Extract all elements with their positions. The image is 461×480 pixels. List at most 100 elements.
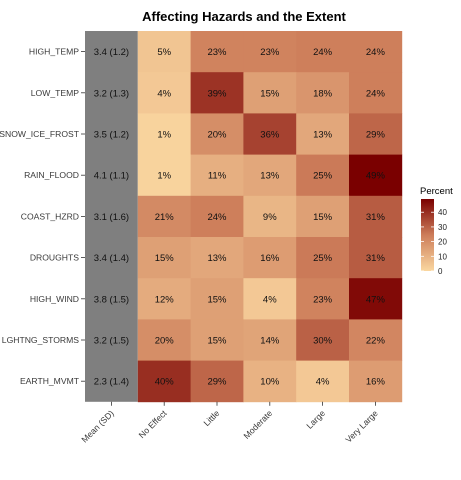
row-label: COAST_HZRD <box>21 211 79 221</box>
cell-value-label: 20% <box>207 130 227 141</box>
heatmap-cell <box>296 360 350 403</box>
cell-value-label: 29% <box>366 130 386 141</box>
legend-tick-label: 40 <box>438 208 447 217</box>
row-label: LGHTNG_STORMS <box>2 335 79 345</box>
heatmap-cell <box>296 72 350 114</box>
cell-value-label: 30% <box>313 336 333 347</box>
cell-value-label: 1% <box>157 130 171 141</box>
cell-value-label: 24% <box>366 47 386 58</box>
cell-value-label: 23% <box>207 47 227 58</box>
heatmap-cell <box>137 278 191 320</box>
heatmap-cells: 3.4 (1.2) 5% 23% 23% 24% 24% 3.2 (1.3) 4% 39% 15%… <box>85 31 403 403</box>
row-label: DROUGHTS <box>30 253 79 263</box>
heatmap-cell <box>190 319 244 361</box>
mean-sd-label: 3.2 (1.5) <box>94 336 129 347</box>
cell-value-label: 39% <box>207 88 227 99</box>
heatmap-cell <box>137 113 191 155</box>
cell-value-label: 15% <box>155 253 175 264</box>
cell-value-label: 31% <box>366 253 386 264</box>
cell-value-label: 13% <box>313 130 333 141</box>
cell-value-label: 23% <box>260 47 280 58</box>
heatmap-cell <box>349 278 403 320</box>
cell-value-label: 25% <box>313 171 333 182</box>
legend-tick-label: 10 <box>438 252 447 261</box>
column-label: Moderate <box>241 408 274 441</box>
cell-value-label: 9% <box>263 212 277 223</box>
heatmap-cell <box>190 31 244 73</box>
cell-value-label: 15% <box>260 88 280 99</box>
heatmap-cell <box>243 113 297 155</box>
heatmap-cell <box>190 360 244 403</box>
heatmap-cell <box>296 195 350 238</box>
cell-value-label: 13% <box>207 253 227 264</box>
heatmap-cell <box>349 319 403 361</box>
cell-value-label: 22% <box>366 336 386 347</box>
heatmap-cell <box>349 195 403 238</box>
heatmap-cell <box>190 237 244 279</box>
heatmap-cell <box>243 360 297 403</box>
heatmap-cell <box>190 113 244 155</box>
cell-value-label: 29% <box>207 377 227 388</box>
mean-sd-label: 3.8 (1.5) <box>94 294 129 305</box>
heatmap-cell <box>190 278 244 320</box>
legend-tick-label: 30 <box>438 223 447 232</box>
column-labels: Mean (SD) No Effect Little Moderate Large Ver… <box>79 401 380 445</box>
cell-value-label: 18% <box>313 88 333 99</box>
cell-value-label: 16% <box>366 377 386 388</box>
legend-colorbar <box>421 199 434 271</box>
heatmap-cell <box>137 31 191 73</box>
cell-value-label: 15% <box>207 294 227 305</box>
row-label: LOW_TEMP <box>31 88 79 98</box>
heatmap-cell <box>349 31 403 73</box>
column-label: Little <box>202 408 222 428</box>
row-labels: HIGH_TEMP LOW_TEMP SNOW_ICE_FROST RAIN_FLOO… <box>0 47 85 386</box>
row-label: EARTH_MVMT <box>20 376 80 386</box>
heatmap-cell <box>349 237 403 279</box>
heatmap-cell <box>296 278 350 320</box>
heatmap-cell <box>296 113 350 155</box>
cell-value-label: 12% <box>155 294 175 305</box>
heatmap-cell <box>190 195 244 238</box>
cell-value-label: 11% <box>208 171 227 182</box>
heatmap-cell <box>349 360 403 403</box>
mean-sd-label: 4.1 (1.1) <box>94 171 129 182</box>
mean-sd-label: 3.2 (1.3) <box>94 88 129 99</box>
cell-value-label: 49% <box>366 171 386 182</box>
cell-value-label: 14% <box>260 336 280 347</box>
heatmap-cell <box>137 72 191 114</box>
heatmap-cell <box>243 31 297 73</box>
column-label: Very Large <box>343 408 380 445</box>
row-label: SNOW_ICE_FROST <box>0 129 80 139</box>
heatmap-cell <box>296 31 350 73</box>
heatmap-cell <box>137 319 191 361</box>
mean-sd-label: 3.4 (1.2) <box>94 47 129 58</box>
cell-value-label: 4% <box>263 294 277 305</box>
cell-value-label: 5% <box>157 47 171 58</box>
heatmap-cell <box>243 72 297 114</box>
row-label: HIGH_WIND <box>30 294 79 304</box>
heatmap-cell <box>190 72 244 114</box>
heatmap-cell <box>296 154 350 197</box>
cell-value-label: 20% <box>155 336 175 347</box>
column-label: No Effect <box>137 408 169 440</box>
cell-value-label: 15% <box>207 336 227 347</box>
heatmap-cell <box>243 237 297 279</box>
heatmap-cell <box>243 195 297 238</box>
cell-value-label: 13% <box>260 171 280 182</box>
legend-tick-label: 0 <box>438 267 443 276</box>
mean-column-background <box>85 31 138 402</box>
legend-ticks: 0 10 20 30 40 <box>421 208 447 276</box>
cell-value-label: 23% <box>313 294 333 305</box>
mean-sd-label: 3.1 (1.6) <box>94 212 129 223</box>
mean-sd-label: 3.5 (1.2) <box>94 130 129 141</box>
column-label: Large <box>304 408 327 431</box>
cell-value-label: 1% <box>157 171 171 182</box>
cell-value-label: 15% <box>313 212 333 223</box>
cell-value-label: 10% <box>260 377 280 388</box>
heatmap-cell <box>190 154 244 197</box>
heatmap-cell <box>349 154 403 197</box>
cell-value-label: 47% <box>366 294 386 305</box>
cell-value-label: 36% <box>260 130 280 141</box>
heatmap-cell <box>243 319 297 361</box>
